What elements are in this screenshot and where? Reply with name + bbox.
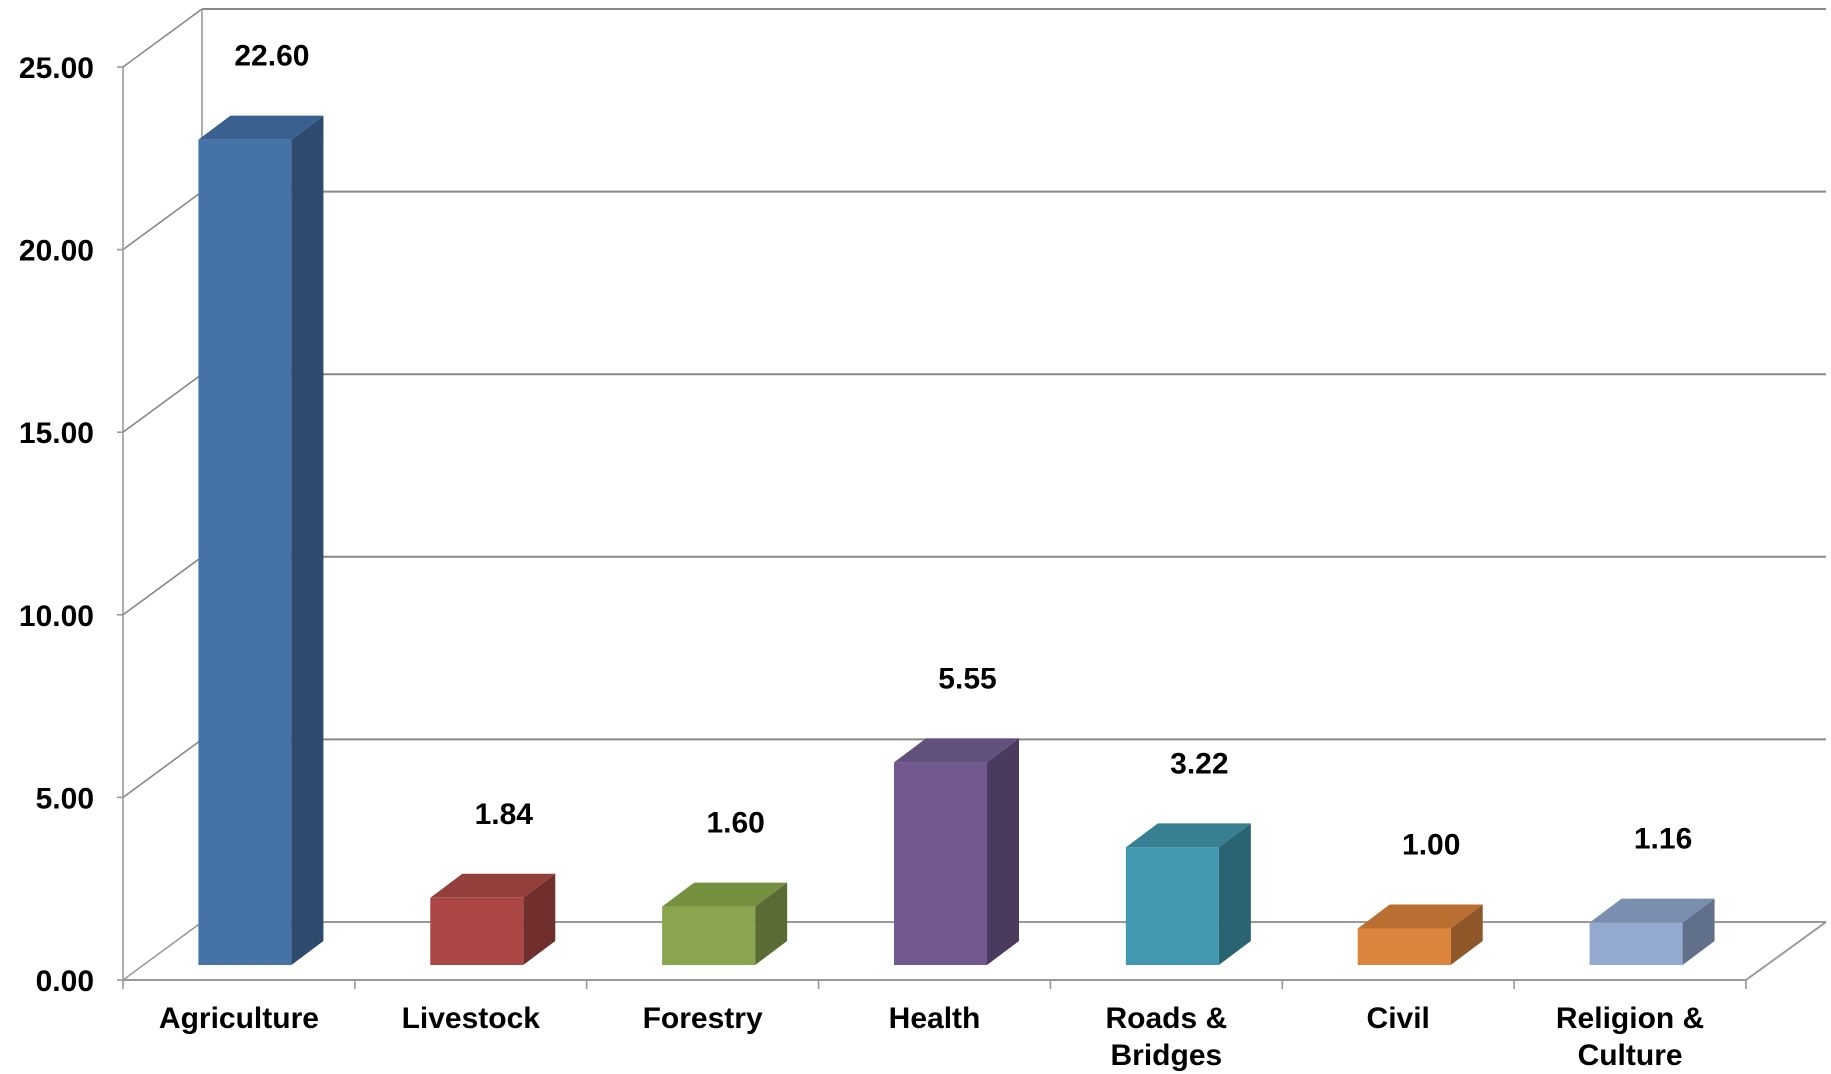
data-labels: 22.60 1.84 1.60 5.55 3.22 1.00 1.16: [234, 40, 1692, 862]
gridline-side: [122, 738, 203, 799]
x-axis-categories: Agriculture Livestock Forestry Health Roads …: [159, 1002, 1704, 1072]
bars: [198, 115, 1715, 965]
x-category-label: Livestock: [402, 1002, 541, 1035]
y-tick-label: 10.00: [19, 600, 94, 633]
x-category-label: Forestry: [643, 1002, 763, 1035]
data-label: 3.22: [1170, 747, 1228, 780]
bar-top: [1125, 823, 1251, 848]
gridline-side: [122, 556, 203, 616]
data-label: 22.60: [234, 40, 309, 73]
y-tick-label: 20.00: [19, 235, 94, 268]
gridline-side: [122, 373, 203, 433]
bar-front: [198, 139, 292, 965]
data-label: 1.60: [706, 807, 764, 840]
gridlines: [117, 8, 1827, 989]
bar-side: [1450, 904, 1483, 965]
data-label: 5.55: [938, 662, 996, 695]
bar-1: [430, 873, 556, 965]
bar-3: [894, 738, 1019, 965]
bar-2: [662, 882, 788, 965]
data-label: 1.84: [475, 798, 534, 831]
x-category-label: Civil: [1367, 1002, 1430, 1035]
x-category-label: Bridges: [1111, 1039, 1223, 1072]
y-tick-label: 25.00: [19, 52, 94, 85]
bar-top: [1357, 904, 1483, 929]
bar-front: [1357, 928, 1451, 965]
y-axis-ticks: 0.00 5.00 10.00 15.00 20.00 25.00: [19, 52, 94, 998]
bar-side: [987, 738, 1019, 965]
y-tick-label: 5.00: [36, 782, 94, 815]
bar-front: [662, 906, 756, 965]
bar-top: [198, 115, 324, 140]
bar-front: [1589, 922, 1683, 965]
bar-top: [894, 738, 1019, 763]
bar-front: [1125, 847, 1219, 965]
x-category-label: Agriculture: [159, 1002, 319, 1035]
bar-top: [430, 873, 556, 898]
x-category-label: Culture: [1578, 1039, 1683, 1072]
data-label: 1.00: [1402, 828, 1460, 861]
bar-5: [1357, 904, 1483, 965]
x-category-label: Religion &: [1556, 1002, 1704, 1035]
bar-top: [1589, 898, 1715, 923]
gridline-side: [122, 190, 203, 251]
y-tick-label: 15.00: [19, 417, 94, 450]
bar-side: [1218, 823, 1251, 965]
bar-side: [1682, 898, 1715, 965]
bar-6: [1589, 898, 1715, 965]
bar-4: [1125, 823, 1251, 965]
y-tick-label: 0.00: [36, 965, 94, 998]
floor-right-edge: [1745, 921, 1827, 981]
gridline-side: [122, 921, 203, 981]
bar-side: [755, 882, 788, 965]
bar-0: [198, 115, 324, 965]
gridline-side: [122, 8, 203, 68]
bar-front: [430, 897, 524, 965]
bar-side: [291, 115, 324, 965]
x-category-label: Roads &: [1106, 1002, 1228, 1035]
bar-front: [894, 762, 987, 965]
data-label: 1.16: [1634, 823, 1692, 856]
x-category-label: Health: [889, 1002, 981, 1035]
bar-top: [662, 882, 788, 907]
bar-side: [523, 873, 556, 965]
